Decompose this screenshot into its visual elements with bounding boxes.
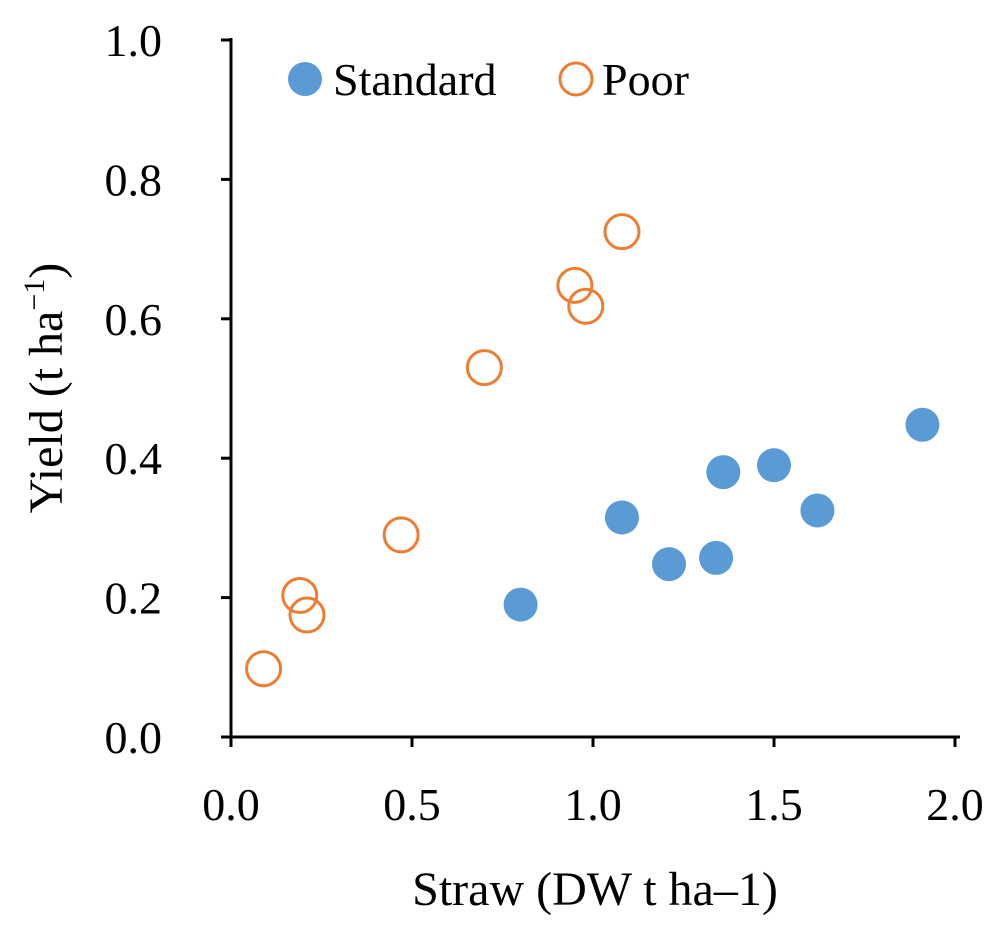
- legend: Standard Poor: [288, 54, 689, 105]
- point-standard: [503, 587, 538, 622]
- y-axis-label: Yield (t ha−1): [18, 263, 73, 514]
- y-tick-label: 0.2: [105, 573, 163, 624]
- axes: [229, 38, 960, 739]
- y-axis-label-main: Yield (t ha: [20, 311, 73, 514]
- y-axis-label-sup: −1: [18, 279, 51, 311]
- x-tick-label: 0.5: [383, 779, 441, 830]
- point-poor: [281, 577, 319, 615]
- point-standard: [699, 540, 734, 575]
- point-standard: [604, 500, 639, 535]
- point-standard: [757, 448, 791, 483]
- legend-marker-poor: [558, 61, 594, 97]
- y-ticks: 0.0 0.2 0.4 0.6 0.8 1.0: [105, 15, 231, 763]
- point-poor: [288, 596, 326, 634]
- y-tick-label: 0.6: [105, 294, 163, 345]
- y-tick-label: 0.0: [105, 712, 163, 763]
- point-poor: [465, 349, 503, 387]
- legend-marker-standard: [288, 62, 322, 96]
- data-points: [245, 213, 940, 688]
- point-poor: [567, 287, 605, 325]
- y-tick-label: 0.4: [105, 433, 163, 484]
- point-poor: [603, 213, 641, 251]
- y-tick-label: 1.0: [105, 15, 163, 66]
- point-poor: [556, 266, 594, 304]
- point-standard: [905, 407, 940, 442]
- x-axis-label: Straw (DW t ha–1): [412, 863, 778, 916]
- x-ticks: 0.0 0.5 1.0 1.5 2.0: [202, 737, 984, 830]
- point-poor: [382, 516, 420, 554]
- x-tick-label: 0.0: [202, 779, 260, 830]
- y-tick-label: 0.8: [105, 154, 163, 205]
- x-tick-label: 1.5: [745, 779, 803, 830]
- legend-label-poor: Poor: [602, 54, 689, 105]
- point-standard: [706, 455, 741, 490]
- point-poor: [245, 650, 283, 688]
- x-tick-label: 1.0: [564, 779, 622, 830]
- y-axis-label-close: ): [20, 263, 73, 279]
- point-standard: [800, 493, 835, 528]
- point-standard: [652, 547, 687, 582]
- x-tick-label: 2.0: [926, 779, 984, 830]
- legend-label-standard: Standard: [333, 54, 497, 105]
